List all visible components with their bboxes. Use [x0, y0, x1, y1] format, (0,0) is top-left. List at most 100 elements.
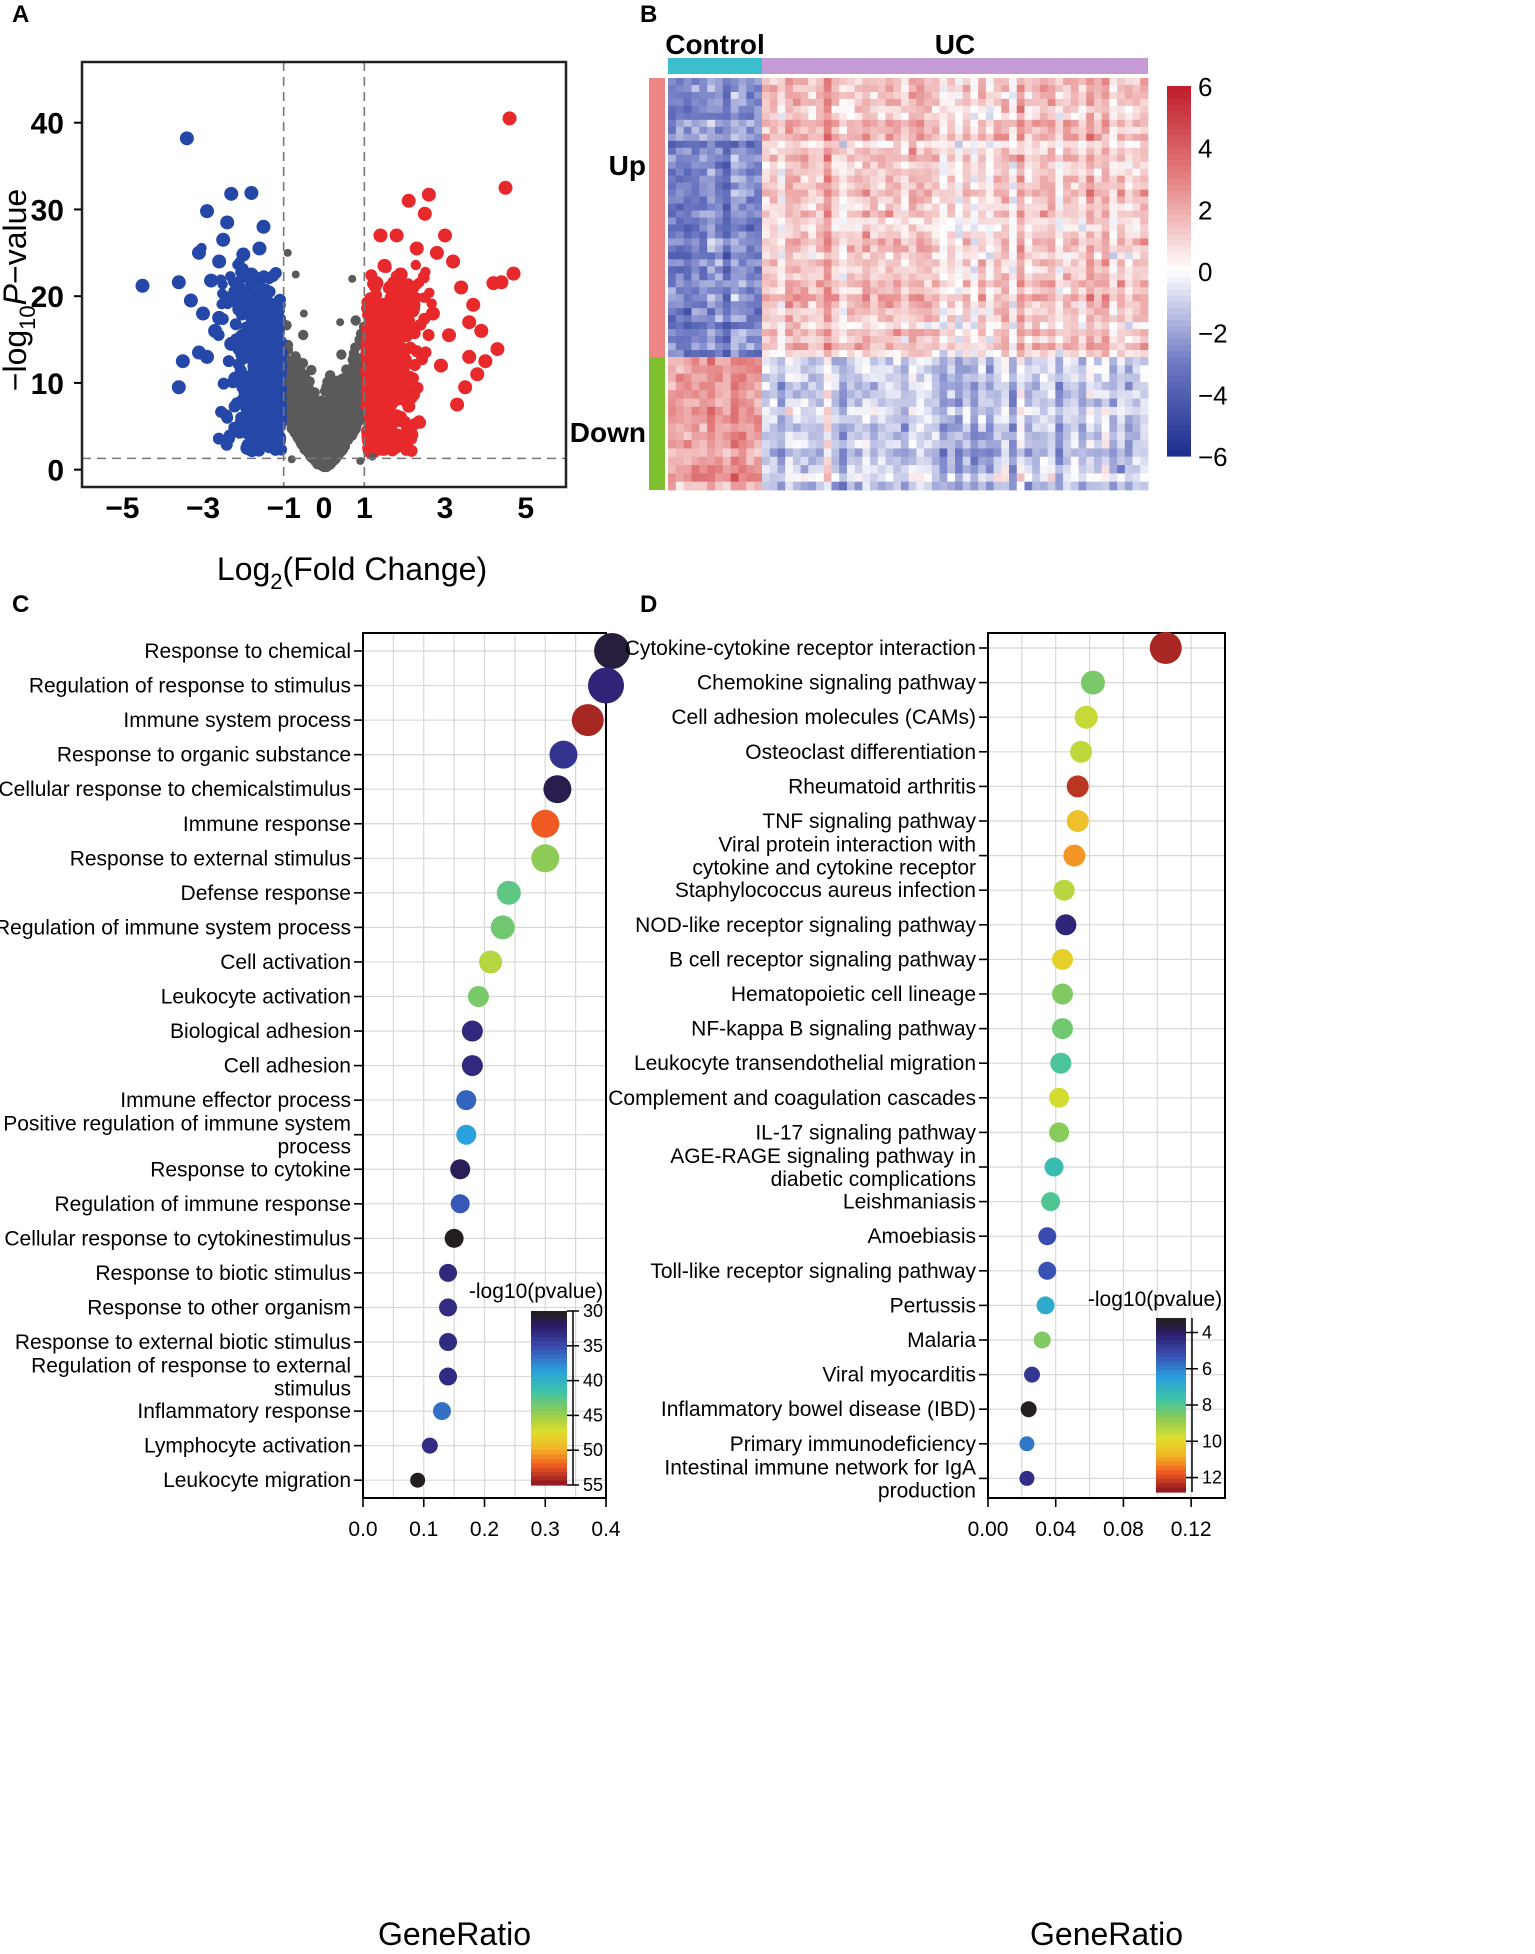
heatmap-cell — [955, 105, 964, 114]
heatmap-cell — [831, 196, 840, 204]
heatmap-cell — [792, 78, 801, 86]
heatmap-cell — [792, 112, 801, 121]
y-axis-p: P — [0, 283, 33, 305]
heatmap-cell — [1070, 140, 1079, 149]
heatmap-cell — [1140, 203, 1149, 211]
heatmap-cell — [762, 182, 771, 191]
volcano-point-down — [248, 428, 260, 440]
heatmap-cell — [939, 210, 948, 218]
volcano-point-up — [360, 385, 373, 397]
heatmap-cell — [683, 133, 692, 142]
heatmap-cell — [1117, 126, 1126, 135]
heatmap-cell — [1101, 78, 1110, 86]
heatmap-cell — [777, 161, 786, 170]
heatmap-cell — [900, 189, 910, 197]
volcano-point-down — [224, 336, 239, 351]
volcano-point-up — [442, 328, 457, 343]
heatmap-cell — [947, 140, 956, 149]
heatmap-cell — [1009, 126, 1018, 135]
heatmap-cell — [1101, 126, 1110, 135]
heatmap-cell — [839, 91, 848, 100]
heatmap-cell — [1055, 161, 1064, 170]
volcano-point-up — [377, 258, 392, 273]
heatmap-cell — [985, 126, 994, 135]
heatmap-cell — [668, 217, 677, 225]
heatmap-cell — [1009, 105, 1018, 114]
heatmap-cell — [1070, 84, 1079, 93]
heatmap-cell — [800, 112, 809, 121]
heatmap-cell — [683, 161, 692, 170]
heatmap-cell — [947, 203, 956, 211]
heatmap-cell — [993, 119, 1002, 128]
heatmap-cell — [962, 98, 971, 107]
heatmap-cell — [715, 119, 724, 128]
volcano-point-up — [433, 358, 448, 373]
heatmap-cell — [691, 203, 700, 211]
heatmap-cell — [1132, 224, 1141, 232]
volcano-point-ns — [328, 443, 337, 452]
heatmap-cell — [1140, 182, 1149, 191]
heatmap-cell — [769, 231, 778, 239]
heatmap-cell — [1024, 217, 1033, 225]
volcano-point-down — [228, 284, 243, 299]
heatmap-cell — [962, 189, 971, 197]
heatmap-cell — [668, 147, 677, 156]
volcano-point-down — [236, 247, 251, 262]
heatmap-cell — [831, 217, 840, 225]
heatmap-cell — [1109, 126, 1118, 135]
heatmap-cell — [839, 112, 848, 121]
heatmap-cell — [699, 182, 708, 191]
heatmap-cell — [668, 119, 677, 128]
heatmap-cell — [1009, 147, 1018, 156]
heatmap-cell — [683, 91, 692, 100]
heatmap-cell — [916, 189, 925, 197]
heatmap-cell — [675, 84, 685, 93]
heatmap-cell — [955, 112, 964, 121]
heatmap-cell — [839, 140, 848, 149]
heatmap-cell — [762, 119, 771, 128]
heatmap-cell — [1047, 147, 1056, 156]
volcano-point-up — [360, 346, 373, 359]
heatmap-cell — [985, 112, 994, 121]
heatmap-cell — [707, 91, 716, 100]
heatmap-cell — [1024, 196, 1033, 204]
heatmap-cell — [738, 161, 747, 170]
heatmap-cell — [691, 78, 700, 86]
heatmap-cell — [1001, 112, 1010, 121]
heatmap-cell — [730, 140, 739, 149]
heatmap-cell — [839, 210, 848, 218]
heatmap-cell — [1047, 98, 1056, 107]
heatmap-cell — [816, 175, 825, 184]
heatmap-cell — [754, 105, 763, 114]
heatmap-cell — [978, 112, 987, 121]
heatmap-cell — [769, 133, 778, 142]
volcano-point — [322, 427, 333, 438]
heatmap-cell — [1063, 91, 1072, 100]
heatmap-cell — [675, 105, 685, 114]
heatmap-cell — [1093, 84, 1103, 93]
heatmap-cell — [985, 91, 994, 100]
volcano-point-up — [422, 329, 435, 341]
heatmap-cell — [1063, 126, 1072, 135]
heatmap-cell — [715, 203, 724, 211]
heatmap-cell — [962, 84, 971, 93]
heatmap-cell — [993, 182, 1002, 191]
heatmap-cell — [831, 78, 840, 86]
heatmap-cell — [1086, 105, 1095, 114]
heatmap-cell — [1047, 91, 1056, 100]
heatmap-cell — [947, 210, 956, 218]
heatmap-cell — [1117, 189, 1126, 197]
heatmap-cell — [1101, 98, 1110, 107]
heatmap-cell — [955, 78, 964, 86]
heatmap-cell — [769, 78, 778, 86]
heatmap-cell — [893, 91, 902, 100]
heatmap-cell — [1093, 78, 1103, 86]
heatmap-cell — [1032, 119, 1041, 128]
volcano-point-down — [183, 293, 198, 308]
heatmap-cell — [862, 217, 871, 225]
heatmap-cell — [785, 126, 794, 135]
heatmap-cell — [715, 168, 724, 177]
volcano-point-down — [240, 440, 255, 455]
heatmap-cell — [808, 196, 817, 204]
x-axis-title: Log2(Fold Change) — [217, 551, 487, 594]
